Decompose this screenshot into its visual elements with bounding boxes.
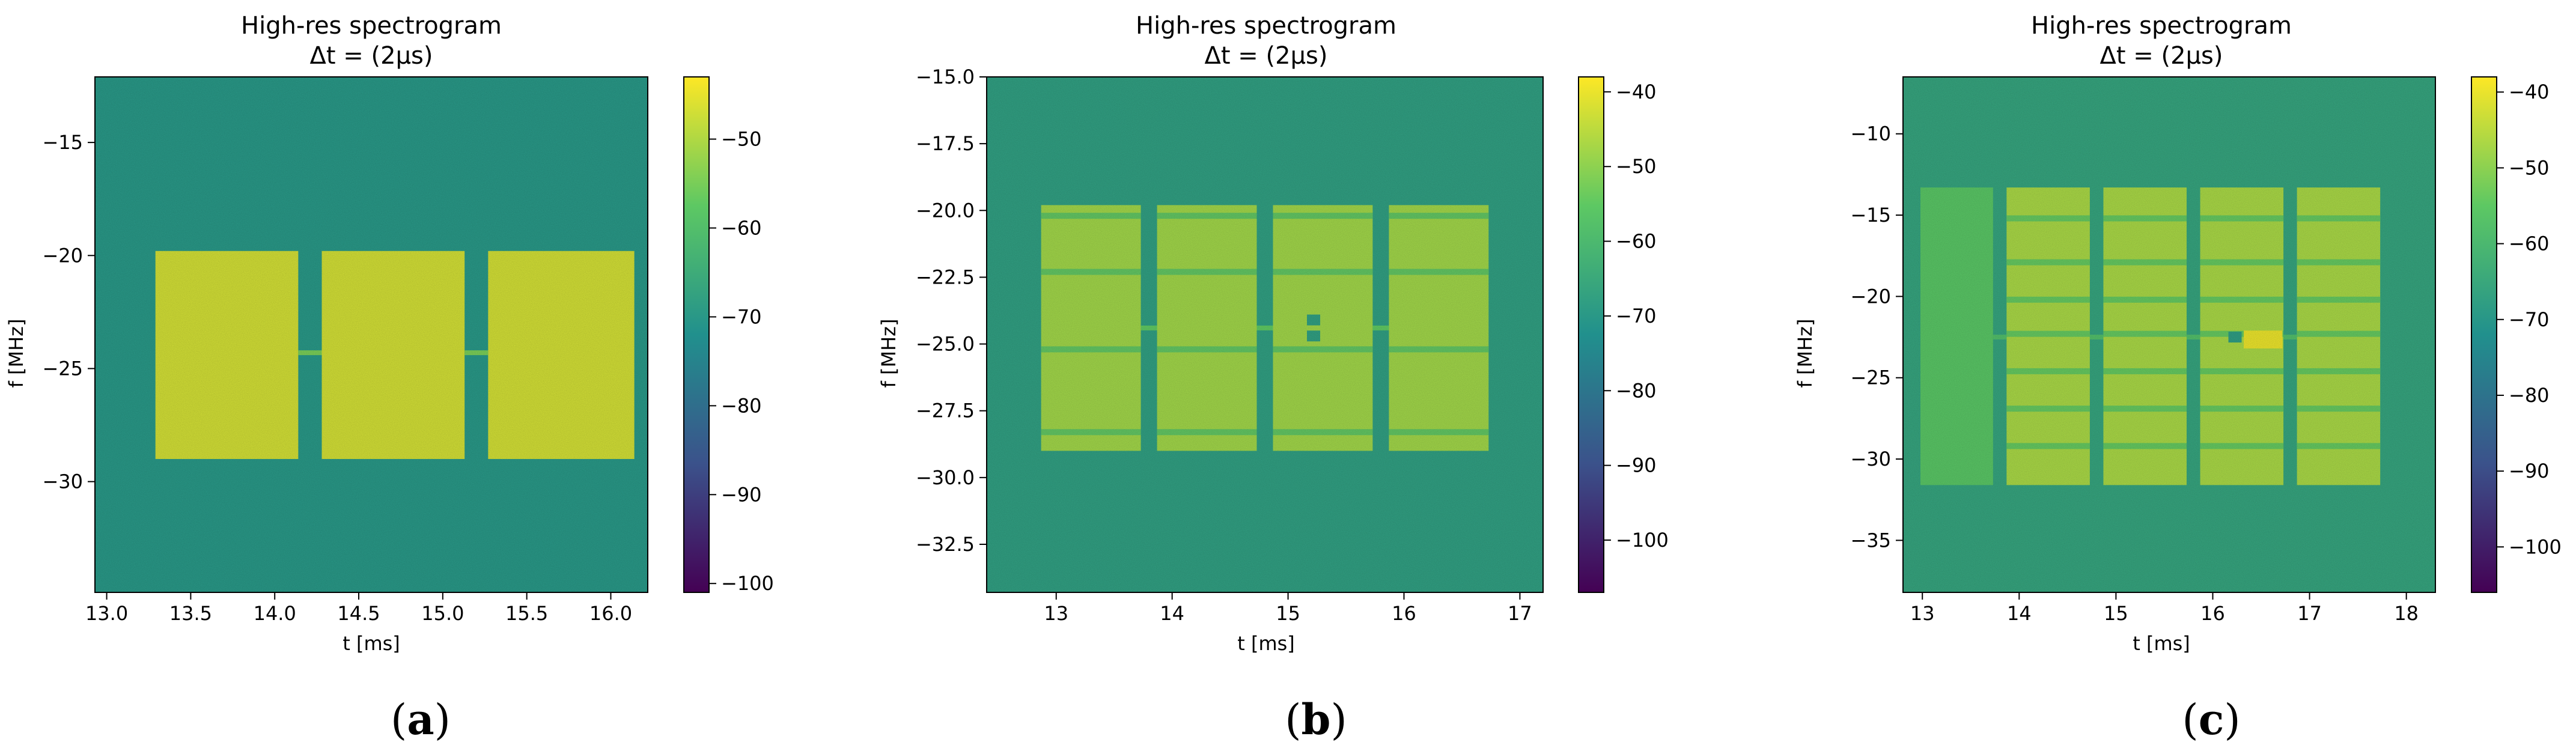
y-tick-label: −25.0 xyxy=(916,333,975,356)
colorbar-tick-label: −70 xyxy=(2509,308,2550,331)
y-tick-label: −25 xyxy=(1850,366,1891,389)
panel-c-subtitle: Δt = (2μs) xyxy=(2100,42,2223,70)
plot-frame xyxy=(94,76,648,593)
x-tick-label: 16 xyxy=(1392,602,1416,625)
colorbar-tick-label: −60 xyxy=(1616,230,1657,253)
x-tick-label: 14.5 xyxy=(337,602,380,625)
noise-texture xyxy=(987,77,1543,592)
panel-b-xaxis: 13 14 15 16 17 xyxy=(1044,592,1532,625)
panel-b-xlabel: t [ms] xyxy=(1237,632,1295,655)
x-tick-label: 13.5 xyxy=(169,602,212,625)
panel-b-ylabel: f [MHz] xyxy=(877,319,900,388)
colorbar-tick-label: −60 xyxy=(2509,233,2550,255)
colorbar-tick-label: −80 xyxy=(1616,379,1657,402)
x-tick-label: 17 xyxy=(2297,602,2322,625)
y-tick-label: −20 xyxy=(1850,285,1891,308)
x-tick-label: 18 xyxy=(2394,602,2419,625)
panel-b-subtitle: Δt = (2μs) xyxy=(1205,42,1328,70)
y-tick-label: −35 xyxy=(1850,529,1891,552)
y-tick-label: −27.5 xyxy=(916,400,975,422)
panel-a-subtitle: Δt = (2μs) xyxy=(310,42,433,70)
panel-c-yaxis: −10 −15 −20 −25 −30 −35 xyxy=(1850,123,1903,552)
panel-b-letter: (b) xyxy=(1285,695,1347,744)
panel-a-colorbar: −50 −60 −70 −80 −90 −100 xyxy=(683,76,774,595)
colorbar-tick-label: −40 xyxy=(2509,81,2550,103)
x-tick-label: 14 xyxy=(1160,602,1184,625)
x-tick-label: 15.5 xyxy=(505,602,548,625)
y-tick-label: −20 xyxy=(42,244,83,267)
panel-a: High-res spectrogram Δt = (2μs) 13.0 13.5… xyxy=(5,12,774,744)
panel-c-ylabel: f [MHz] xyxy=(1794,319,1816,388)
panel-c-colorbar: −40 −50 −60 −70 −80 −90 −100 xyxy=(2471,76,2562,593)
colorbar-tick-label: −80 xyxy=(2509,384,2550,407)
plot-frame xyxy=(1902,76,2436,593)
colorbar-gradient xyxy=(1578,76,1604,593)
y-tick-label: −10 xyxy=(1850,123,1891,145)
colorbar-tick-label: −100 xyxy=(2509,535,2562,558)
colorbar-tick-label: −90 xyxy=(721,483,762,506)
y-tick-label: −32.5 xyxy=(916,533,975,556)
x-tick-label: 15 xyxy=(2104,602,2128,625)
colorbar-tick-label: −50 xyxy=(721,128,762,151)
y-tick-label: −20.0 xyxy=(916,199,975,222)
panel-c-letter: (c) xyxy=(2182,695,2240,744)
panel-c-heatmap xyxy=(1902,76,2436,593)
colorbar-tick-label: −90 xyxy=(1616,454,1657,477)
colorbar-tick-label: −50 xyxy=(2509,156,2550,179)
panel-a-xlabel: t [ms] xyxy=(343,632,400,655)
panel-b: High-res spectrogram Δt = (2μs) 13 14 15 16… xyxy=(877,12,1669,744)
x-tick-label: 13.0 xyxy=(85,602,128,625)
x-tick-label: 17 xyxy=(1508,602,1532,625)
colorbar-tick-label: −70 xyxy=(721,305,762,328)
panel-a-heatmap xyxy=(94,76,648,593)
panel-a-xaxis: 13.0 13.5 14.0 14.5 15.0 15.5 16.0 xyxy=(85,592,632,625)
colorbar-tick-label: −50 xyxy=(1616,155,1657,178)
panel-b-heatmap xyxy=(986,76,1544,593)
panel-a-letter: (a) xyxy=(391,695,451,744)
x-tick-label: 14.0 xyxy=(254,602,296,625)
panel-a-ylabel: f [MHz] xyxy=(5,319,28,388)
colorbar-tick-label: −100 xyxy=(1616,529,1669,552)
y-tick-label: −30 xyxy=(1850,448,1891,470)
noise-texture xyxy=(95,77,648,592)
panel-b-title: High-res spectrogram xyxy=(1136,12,1396,40)
colorbar-tick-label: −60 xyxy=(721,216,762,239)
x-tick-label: 16 xyxy=(2200,602,2225,625)
panel-c-xaxis: 13 14 15 16 17 18 xyxy=(1910,592,2419,625)
panel-b-colorbar: −40 −50 −60 −70 −80 −90 −100 xyxy=(1578,76,1669,593)
y-tick-label: −15 xyxy=(1850,204,1891,227)
y-tick-label: −15 xyxy=(42,131,83,154)
x-tick-label: 13 xyxy=(1910,602,1935,625)
y-tick-label: −15.0 xyxy=(916,65,975,88)
x-tick-label: 15 xyxy=(1276,602,1300,625)
y-tick-label: −30.0 xyxy=(916,466,975,489)
y-tick-label: −30 xyxy=(42,470,83,493)
colorbar-tick-label: −40 xyxy=(1616,81,1657,103)
colorbar-gradient xyxy=(683,76,710,593)
y-tick-label: −22.5 xyxy=(916,266,975,288)
colorbar-tick-label: −80 xyxy=(721,394,762,417)
panel-b-yaxis: −15.0 −17.5 −20.0 −22.5 −25.0 −27.5 −30.0 −32.5 xyxy=(916,65,987,556)
colorbar-gradient xyxy=(2471,76,2497,593)
panel-a-title: High-res spectrogram xyxy=(241,12,502,40)
panel-a-yaxis: −15 −20 −25 −30 xyxy=(42,131,95,493)
panel-c: High-res spectrogram Δt = (2μs) 13 14 15 16… xyxy=(1794,12,2562,744)
x-tick-label: 13 xyxy=(1044,602,1068,625)
panel-c-xlabel: t [ms] xyxy=(2133,632,2190,655)
y-tick-label: −25 xyxy=(42,357,83,380)
colorbar-tick-label: −70 xyxy=(1616,305,1657,327)
x-tick-label: 14 xyxy=(2007,602,2032,625)
y-tick-label: −17.5 xyxy=(916,132,975,155)
panel-c-title: High-res spectrogram xyxy=(2031,12,2292,40)
x-tick-label: 16.0 xyxy=(589,602,632,625)
x-tick-label: 15.0 xyxy=(421,602,464,625)
plot-frame xyxy=(986,76,1544,593)
noise-texture xyxy=(1903,77,2435,592)
colorbar-tick-label: −90 xyxy=(2509,460,2550,482)
colorbar-tick-label: −100 xyxy=(721,572,774,595)
